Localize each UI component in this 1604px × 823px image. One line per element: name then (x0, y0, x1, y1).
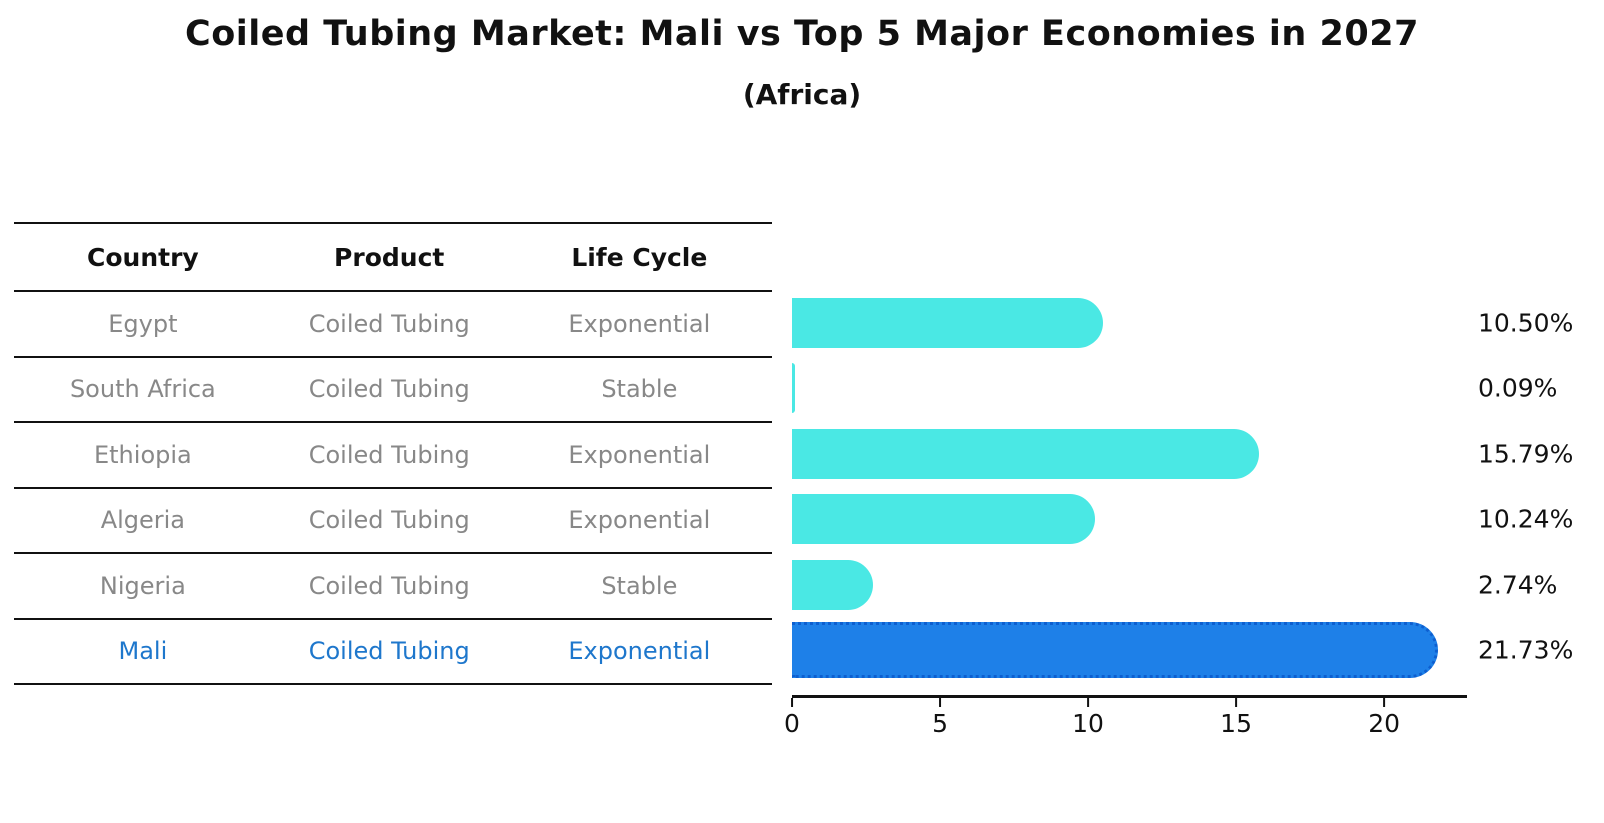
x-tick-5: 5 (932, 698, 948, 738)
tick-mark (1234, 698, 1238, 707)
tick-label: 15 (1220, 709, 1252, 738)
x-tick-10: 10 (1072, 698, 1104, 738)
table-header-row: Country Product Life Cycle (14, 224, 772, 292)
chart-title: Coiled Tubing Market: Mali vs Top 5 Majo… (185, 14, 1419, 54)
tick-label: 0 (784, 709, 800, 738)
cell-country: Nigeria (99, 571, 186, 600)
value-label-ethiopia: 15.79% (1478, 439, 1574, 469)
header-life-cycle: Life Cycle (571, 242, 708, 272)
bar-chart-plot-area: 10.50% 0.09% 15.79% 10.24% 2.74% 21.73% (792, 290, 1573, 684)
value-label-egypt: 10.50% (1478, 308, 1574, 338)
x-tick-0: 0 (784, 698, 800, 738)
cell-life-cycle: Exponential (568, 309, 711, 338)
country-table: Country Product Life Cycle Egypt Coiled … (14, 222, 772, 685)
cell-life-cycle: Exponential (568, 506, 711, 535)
cell-product: Coiled Tubing (308, 506, 470, 535)
x-axis-line (792, 695, 1467, 698)
table-row-egypt: Egypt Coiled Tubing Exponential (14, 292, 772, 358)
cell-country: Mali (118, 637, 168, 666)
cell-country: Ethiopia (93, 440, 192, 469)
table-row-algeria: Algeria Coiled Tubing Exponential (14, 489, 772, 554)
bar-row-algeria: 10.24% (792, 487, 1573, 553)
cell-product: Coiled Tubing (308, 375, 470, 404)
header-country: Country (87, 242, 199, 272)
cell-product: Coiled Tubing (308, 571, 470, 600)
cell-life-cycle: Exponential (568, 440, 711, 469)
tick-mark (790, 698, 794, 707)
header-product: Product (334, 242, 445, 272)
bar-row-ethiopia: 15.79% (792, 421, 1573, 487)
value-label-mali: 21.73% (1478, 635, 1574, 665)
bar-ethiopia (792, 428, 1260, 479)
tick-mark (1382, 698, 1386, 707)
bar-row-mali: 21.73% (792, 618, 1573, 684)
cell-country: Egypt (108, 309, 178, 338)
value-label-nigeria: 2.74% (1478, 570, 1558, 600)
tick-label: 20 (1368, 709, 1400, 738)
tick-mark (1086, 698, 1090, 707)
tick-mark (938, 698, 942, 707)
cell-product: Coiled Tubing (308, 309, 470, 338)
value-label-algeria: 10.24% (1478, 504, 1574, 534)
cell-product: Coiled Tubing (308, 637, 470, 666)
cell-product: Coiled Tubing (308, 440, 470, 469)
bar-row-south-africa: 0.09% (792, 356, 1557, 422)
bar-row-egypt: 10.50% (792, 290, 1573, 356)
x-tick-20: 20 (1368, 698, 1400, 738)
cell-country: South Africa (69, 375, 216, 404)
x-axis: 0 5 10 15 20 (784, 695, 1467, 738)
table-row-nigeria: Nigeria Coiled Tubing Stable (14, 554, 772, 620)
bar-south-africa (792, 363, 795, 414)
chart-subtitle: (Africa) (742, 78, 862, 111)
bar-mali (792, 622, 1439, 679)
bar-row-nigeria: 2.74% (792, 552, 1557, 618)
tick-label: 10 (1072, 709, 1104, 738)
cell-life-cycle: Exponential (568, 637, 711, 666)
bar-nigeria (792, 559, 874, 610)
cell-life-cycle: Stable (601, 571, 678, 600)
cell-country: Algeria (100, 506, 186, 535)
value-label-south-africa: 0.09% (1478, 373, 1558, 403)
x-tick-15: 15 (1220, 698, 1252, 738)
table-row-ethiopia: Ethiopia Coiled Tubing Exponential (14, 423, 772, 489)
table-row-mali: Mali Coiled Tubing Exponential (14, 620, 772, 685)
bar-algeria (792, 494, 1096, 545)
tick-label: 5 (932, 709, 948, 738)
bar-egypt (792, 297, 1103, 348)
table-row-south-africa: South Africa Coiled Tubing Stable (14, 358, 772, 423)
cell-life-cycle: Stable (601, 375, 678, 404)
